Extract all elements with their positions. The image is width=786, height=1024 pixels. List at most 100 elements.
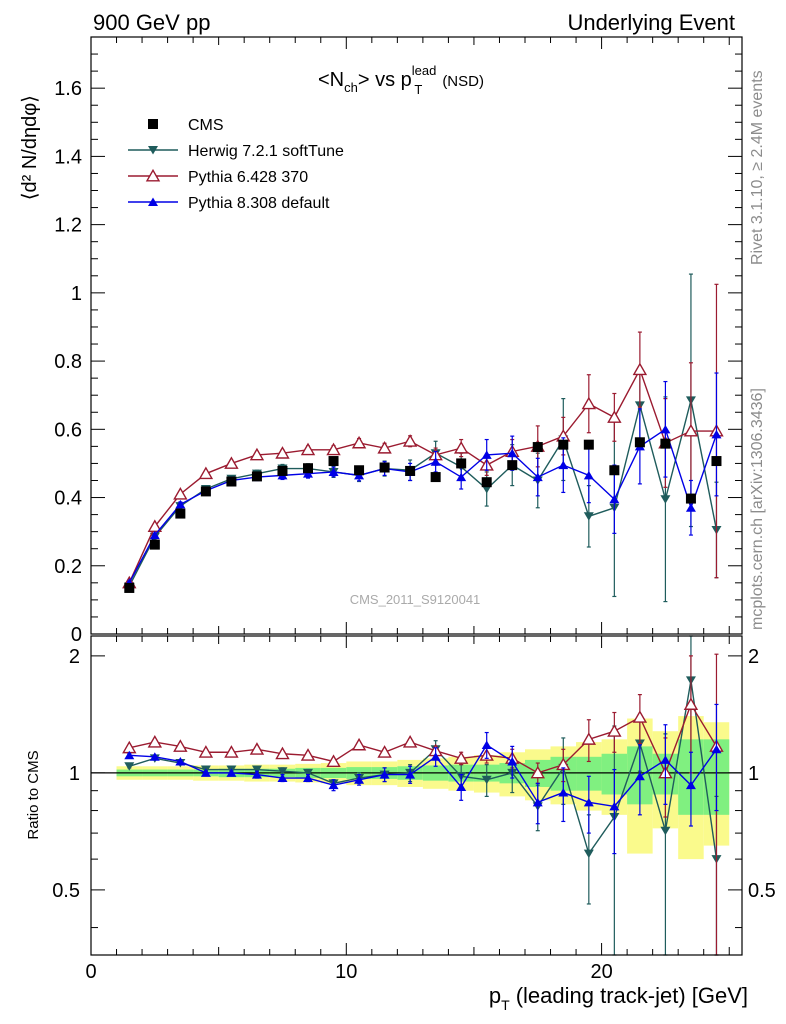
cms-marker <box>558 439 569 450</box>
pythia8-line <box>129 743 718 808</box>
pythia6-marker <box>198 466 214 480</box>
herwig-line <box>128 400 718 587</box>
pythia8-legend-label: Pythia 8.308 default <box>188 195 330 212</box>
main-y-tick-label: 0.6 <box>54 419 82 441</box>
herwig-marker <box>277 767 288 776</box>
pythia8-marker <box>354 775 365 784</box>
xlabel-rest: (leading track-jet) [GeV] <box>516 983 748 1008</box>
pythia6-marker <box>607 410 622 423</box>
pythia8-marker <box>583 470 594 480</box>
ratio-y-tick-label: 0.5 <box>52 880 80 902</box>
pythia8-marker <box>456 472 467 482</box>
title-sub2: T <box>414 82 422 97</box>
cms-marker <box>430 472 441 483</box>
main-y-tick-label: 1.6 <box>54 78 82 100</box>
pythia6-marker <box>147 735 163 748</box>
cms-marker <box>507 460 518 471</box>
pythia6-marker <box>249 742 265 755</box>
title-mid: > vs p <box>358 69 412 91</box>
pythia8-marker <box>379 770 390 779</box>
cms-marker <box>328 456 339 467</box>
pythia6-marker <box>632 710 648 723</box>
pythia8-marker <box>711 744 722 754</box>
x-axis-label: pT (leading track-jet) [GeV] <box>489 983 748 1013</box>
cms-marker <box>354 465 365 476</box>
cms-marker <box>148 119 158 129</box>
legend: CMS Herwig 7.2.1 softTune Pythia 6.428 370… <box>128 117 344 212</box>
pythia8-marker <box>507 448 518 458</box>
pythia8-marker <box>303 773 313 783</box>
pythia6-marker <box>275 746 290 760</box>
title-sup: lead <box>412 63 437 78</box>
pythia8-marker <box>430 752 441 761</box>
cms-marker <box>251 471 262 482</box>
pythia8-marker <box>175 499 186 509</box>
pythia8-marker <box>481 450 492 459</box>
pythia8-marker <box>634 771 645 781</box>
ratio-panel: 0 10 20 0.5 0.5 1 1 2 2 <box>52 622 776 983</box>
cms-marker <box>583 439 594 450</box>
cms-marker <box>175 508 186 519</box>
header-left: 900 GeV pp <box>93 10 210 35</box>
cms-marker <box>200 486 211 497</box>
pythia6-marker <box>173 739 188 752</box>
ratio-y-tick-label: 2 <box>69 646 80 668</box>
herwig-marker <box>251 765 262 775</box>
pythia8-marker <box>660 755 671 764</box>
cms-marker <box>711 456 722 467</box>
ratio-frame <box>90 635 743 956</box>
xlabel-sub: T <box>501 997 510 1013</box>
pythia6-marker <box>453 751 469 764</box>
pythia8-marker <box>685 780 696 790</box>
pythia8-marker <box>124 750 135 760</box>
herwig-legend-label: Herwig 7.2.1 softTune <box>188 143 344 160</box>
ratio-y-tick-label-right: 2 <box>748 646 759 668</box>
header-right: Underlying Event <box>567 10 735 35</box>
main-y-tick-label: 0.4 <box>54 488 82 510</box>
x-tick-label: 20 <box>590 961 612 983</box>
cms-marker <box>303 463 313 474</box>
rivet-label: Rivet 3.1.10, ≥ 2.4M events <box>749 70 766 265</box>
pythia6-marker <box>224 456 239 469</box>
pythia8-marker <box>149 752 160 761</box>
cms-marker <box>685 493 696 504</box>
herwig-marker <box>583 512 594 521</box>
pythia6-line <box>129 702 718 775</box>
main-y-tick-label: 0.8 <box>54 351 82 373</box>
pythia6-marker <box>326 754 341 767</box>
pythia6-marker <box>402 434 418 447</box>
pythia8-marker <box>583 797 594 807</box>
main-y-tick-label: 1.4 <box>54 146 82 168</box>
pythia8-marker <box>430 457 441 466</box>
cms-marker <box>226 476 237 487</box>
x-tick-label: 0 <box>85 961 96 983</box>
cms-marker <box>481 477 492 488</box>
pythia6-marker <box>607 724 622 737</box>
main-y-tick-label: 1.2 <box>54 215 82 237</box>
cms-marker <box>277 465 288 476</box>
pythia6-marker <box>224 745 239 758</box>
pythia6-marker <box>530 765 545 779</box>
pythia6-marker <box>581 732 597 745</box>
pythia6-marker <box>581 396 597 410</box>
pythia6-marker <box>453 440 469 454</box>
pythia6-marker <box>145 168 161 182</box>
title-tail: (NSD) <box>442 73 484 90</box>
pythia8-marker <box>558 460 569 470</box>
ratio-y-tick-label-right: 1 <box>748 763 759 785</box>
main-y-tick-label: 0.2 <box>54 556 82 578</box>
cms-marker <box>124 582 135 593</box>
herwig-line <box>129 680 718 860</box>
pythia8-marker <box>328 467 339 476</box>
herwig-marker <box>660 495 671 504</box>
pythia8-marker <box>660 424 671 434</box>
ratio-ylabel: Ratio to CMS <box>25 750 42 839</box>
pythia8-marker <box>558 788 569 797</box>
pythia6-marker <box>300 442 316 456</box>
cms-marker <box>405 465 416 476</box>
pythia8-marker <box>149 530 160 540</box>
pythia6-marker <box>632 362 648 376</box>
pythia8-marker <box>507 756 518 766</box>
mcplots-label: mcplots.cern.ch [arXiv:1306.3436] <box>749 388 766 630</box>
